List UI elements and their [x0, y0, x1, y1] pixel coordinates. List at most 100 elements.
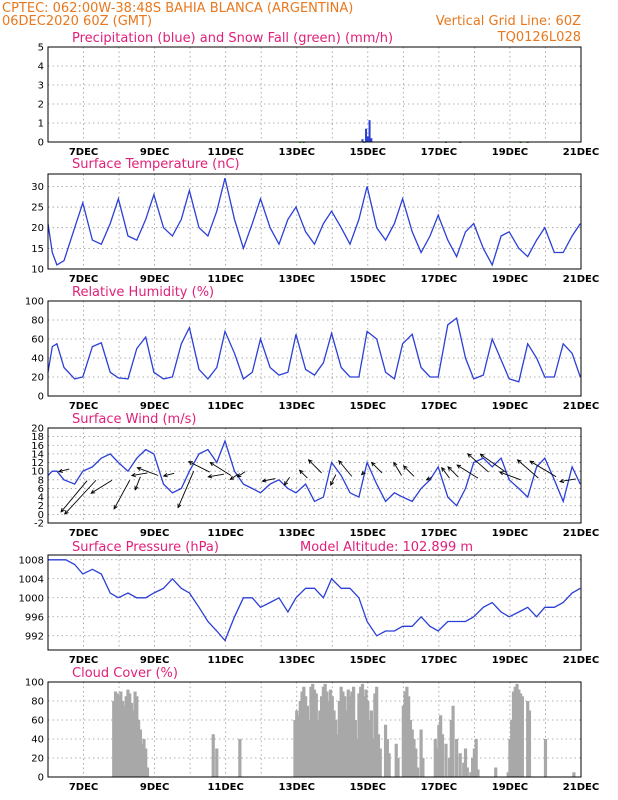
wind-arrowhead	[425, 476, 431, 481]
wind-arrowhead	[261, 478, 267, 483]
wind-arrowhead	[136, 466, 142, 471]
cloud-bar	[137, 720, 141, 777]
cloud-bar	[119, 691, 123, 777]
x-tick-label: 19DEC	[492, 528, 528, 539]
wind-arrowhead	[467, 453, 472, 458]
y-tick-label: 10	[31, 265, 44, 276]
cloud-bar	[316, 720, 320, 777]
wind-arrowhead	[559, 478, 565, 484]
y-tick-label: 12	[31, 458, 44, 469]
cloud-bar	[439, 715, 443, 777]
y-tick-label: 996	[25, 612, 44, 623]
series-line	[47, 439, 581, 507]
cloud-bar	[362, 696, 366, 777]
cloud-bar	[506, 772, 510, 777]
panel-frame	[47, 46, 582, 143]
x-tick-label: 19DEC	[492, 782, 528, 793]
cloud-bar	[371, 739, 375, 777]
wind-arrowhead	[441, 466, 446, 472]
cloud-bar	[369, 710, 373, 777]
wind-arrowhead	[207, 474, 213, 479]
x-tick-label: 11DEC	[207, 147, 243, 158]
wind-vector	[284, 476, 291, 486]
cloud-bar	[455, 739, 459, 777]
cloud-bar	[312, 689, 317, 777]
y-tick-label: 0	[38, 392, 44, 403]
cloud-bar	[298, 701, 302, 777]
y-tick-label: 20	[31, 424, 44, 435]
cloud-bar	[366, 701, 370, 777]
cloud-bar	[463, 748, 468, 777]
panel-6: 0 20 40 60 80 100 7DEC 9DEC 11DEC 13DEC 15DEC 17DEC…	[25, 666, 599, 793]
cloud-bar	[215, 748, 219, 777]
x-tick-label: 19DEC	[492, 401, 528, 412]
x-tick-label: 15DEC	[350, 782, 386, 793]
cloud-bar	[433, 739, 437, 777]
cloud-bar	[122, 705, 126, 777]
panel-1: 0 1 2 3 4 5 7DEC 9DEC 11DEC 13DEC 15DEC 17DEC 19DEC 2…	[38, 31, 600, 158]
x-tick-label: 21DEC	[563, 782, 599, 793]
cloud-bar	[415, 767, 420, 777]
wind-vector	[188, 461, 210, 473]
cloud-bar	[511, 691, 516, 777]
x-tick-label: 11DEC	[207, 782, 243, 793]
cloud-bar	[346, 689, 350, 777]
cloud-bar	[128, 693, 132, 777]
wind-vector	[447, 466, 459, 478]
y-tick-label: 60	[31, 335, 44, 346]
wind-vector	[467, 453, 489, 473]
cloud-bar	[351, 686, 356, 777]
cloud-bar	[131, 710, 135, 777]
cloud-bar	[341, 691, 345, 777]
y-tick-label: 1004	[19, 574, 44, 585]
cloud-bar	[144, 748, 148, 777]
cloud-bar	[314, 693, 318, 777]
wind-vector	[308, 459, 322, 474]
wind-vector	[441, 467, 450, 479]
station-header: CPTEC: 062:00W-38:48S BAHIA BLANCA (ARGE…	[2, 1, 353, 16]
y-tick-label: 15	[31, 244, 44, 255]
cloud-bar	[211, 734, 215, 777]
y-tick-label: 16	[31, 441, 44, 452]
wind-arrowhead	[209, 461, 215, 467]
cloud-bar	[113, 691, 118, 777]
cloud-bar	[471, 758, 475, 777]
wind-arrowhead	[330, 481, 335, 486]
wind-arrowhead	[402, 465, 408, 470]
cloud-bar	[378, 748, 382, 777]
wind-vector	[113, 480, 131, 510]
y-tick-label: 30	[31, 182, 44, 193]
y-tick-label: 5	[38, 43, 44, 54]
y-tick-label: 1000	[19, 593, 44, 604]
wind-vector	[134, 476, 141, 490]
cloud-bar	[145, 767, 150, 777]
cloud-bar	[517, 689, 521, 777]
cloud-bar	[328, 689, 333, 777]
x-tick-label: 9DEC	[140, 782, 169, 793]
cloud-bar	[307, 720, 311, 777]
cloud-bar	[572, 772, 576, 777]
wind-vector	[371, 462, 383, 474]
cloud-bar	[337, 701, 341, 777]
panel-title: Relative Humidity (%)	[72, 285, 214, 300]
cloud-bar	[376, 734, 381, 777]
x-tick-label: 13DEC	[279, 528, 315, 539]
y-tick-label: 80	[31, 697, 44, 708]
cloud-bar	[353, 720, 357, 777]
cloud-bar	[115, 693, 119, 777]
cloud-bar	[367, 720, 372, 777]
wind-arrowhead	[60, 507, 65, 513]
cloud-bar	[387, 753, 391, 777]
cloud-bar	[405, 686, 409, 777]
wind-arrowhead	[516, 459, 522, 464]
y-tick-label: 992	[25, 631, 44, 642]
cloud-bar	[462, 762, 466, 777]
wind-arrowhead	[236, 473, 242, 478]
cloud-bar	[135, 696, 139, 777]
y-tick-label: 0	[38, 773, 44, 784]
cloud-bar	[515, 683, 519, 777]
y-tick-label: 1008	[19, 555, 44, 566]
wind-vector	[299, 469, 308, 479]
